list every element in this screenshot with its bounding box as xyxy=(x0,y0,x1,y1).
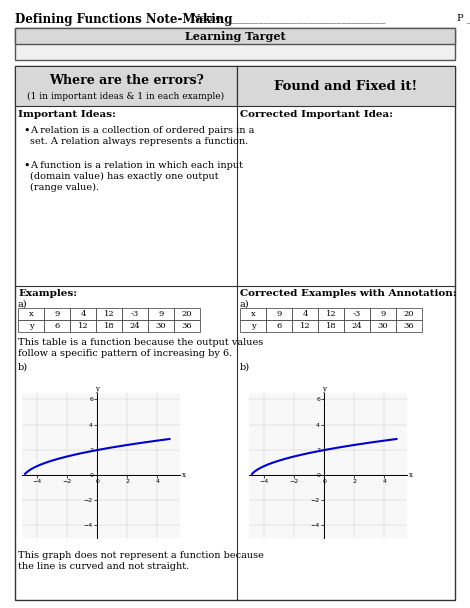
Bar xyxy=(96,308,122,320)
Text: P ___: P ___ xyxy=(457,13,470,22)
Text: 20: 20 xyxy=(404,310,414,318)
Text: 24: 24 xyxy=(352,322,362,330)
Text: 9: 9 xyxy=(55,310,60,318)
Bar xyxy=(370,320,396,332)
Text: Defining Functions Note-Making: Defining Functions Note-Making xyxy=(15,13,233,26)
Text: This graph does not represent a function because: This graph does not represent a function… xyxy=(18,551,264,560)
Text: y: y xyxy=(251,322,255,330)
Text: 36: 36 xyxy=(182,322,192,330)
Bar xyxy=(396,308,422,320)
Bar xyxy=(318,308,344,320)
Bar xyxy=(370,308,396,320)
Text: y: y xyxy=(29,322,33,330)
Text: (1 in important ideas & 1 in each example): (1 in important ideas & 1 in each exampl… xyxy=(27,91,225,100)
Text: 12: 12 xyxy=(326,310,337,318)
Bar xyxy=(44,308,70,320)
Text: Learning Target: Learning Target xyxy=(185,30,285,41)
Text: 30: 30 xyxy=(378,322,388,330)
Bar xyxy=(18,320,44,332)
Text: x: x xyxy=(181,471,186,479)
Text: 36: 36 xyxy=(404,322,415,330)
Text: 4: 4 xyxy=(80,310,86,318)
Bar xyxy=(237,66,455,106)
Text: Examples:: Examples: xyxy=(18,289,77,298)
Bar xyxy=(344,308,370,320)
Bar xyxy=(122,320,148,332)
Text: follow a specific pattern of increasing by 6.: follow a specific pattern of increasing … xyxy=(18,349,232,358)
Text: 9: 9 xyxy=(380,310,386,318)
Bar xyxy=(15,66,237,106)
Text: 18: 18 xyxy=(326,322,337,330)
Text: (domain value) has exactly one output: (domain value) has exactly one output xyxy=(30,172,219,181)
Text: Where are the errors?: Where are the errors? xyxy=(48,75,204,88)
Text: 12: 12 xyxy=(300,322,310,330)
Text: y: y xyxy=(322,385,326,393)
Bar xyxy=(96,320,122,332)
Bar xyxy=(148,320,174,332)
Bar xyxy=(122,308,148,320)
Bar xyxy=(70,320,96,332)
Text: b): b) xyxy=(240,363,250,372)
Text: 9: 9 xyxy=(276,310,282,318)
Bar xyxy=(44,320,70,332)
Bar xyxy=(174,320,200,332)
Bar xyxy=(318,320,344,332)
Bar xyxy=(292,320,318,332)
Text: b): b) xyxy=(18,363,28,372)
Bar xyxy=(266,320,292,332)
Text: 24: 24 xyxy=(130,322,141,330)
Text: •: • xyxy=(23,161,30,171)
Bar xyxy=(174,308,200,320)
Text: set. A relation always represents a function.: set. A relation always represents a func… xyxy=(30,137,248,146)
Text: 12: 12 xyxy=(78,322,88,330)
Text: x: x xyxy=(408,471,413,479)
Text: 20: 20 xyxy=(182,310,192,318)
Text: This table is a function because the output values: This table is a function because the out… xyxy=(18,338,263,347)
Text: 30: 30 xyxy=(156,322,166,330)
Bar xyxy=(344,320,370,332)
Text: 9: 9 xyxy=(158,310,164,318)
Text: 12: 12 xyxy=(104,310,114,318)
Text: 4: 4 xyxy=(302,310,308,318)
Text: A relation is a collection of ordered pairs in a: A relation is a collection of ordered pa… xyxy=(30,126,254,135)
Bar xyxy=(148,308,174,320)
Bar xyxy=(240,320,266,332)
Text: Corrected Examples with Annotation:: Corrected Examples with Annotation: xyxy=(240,289,457,298)
Text: (range value).: (range value). xyxy=(30,183,99,192)
Bar xyxy=(15,66,455,600)
Bar xyxy=(396,320,422,332)
Bar xyxy=(15,28,455,44)
Text: Found and Fixed it!: Found and Fixed it! xyxy=(274,80,418,92)
Text: 18: 18 xyxy=(103,322,114,330)
Text: Corrected Important Idea:: Corrected Important Idea: xyxy=(240,110,393,119)
Bar xyxy=(18,308,44,320)
Bar xyxy=(292,308,318,320)
Text: x: x xyxy=(29,310,33,318)
Bar xyxy=(70,308,96,320)
Bar xyxy=(266,308,292,320)
Text: x: x xyxy=(251,310,255,318)
Text: a): a) xyxy=(240,300,250,309)
Text: the line is curved and not straight.: the line is curved and not straight. xyxy=(18,562,189,571)
Text: y: y xyxy=(95,385,99,393)
Text: A function is a relation in which each input: A function is a relation in which each i… xyxy=(30,161,243,170)
Text: Name _________________________________: Name _________________________________ xyxy=(192,13,385,22)
Bar xyxy=(15,28,455,60)
Text: -3: -3 xyxy=(131,310,139,318)
Text: 6: 6 xyxy=(276,322,282,330)
Bar xyxy=(240,308,266,320)
Text: 6: 6 xyxy=(55,322,60,330)
Text: -3: -3 xyxy=(353,310,361,318)
Text: Important Ideas:: Important Ideas: xyxy=(18,110,116,119)
Text: •: • xyxy=(23,126,30,136)
Text: a): a) xyxy=(18,300,28,309)
